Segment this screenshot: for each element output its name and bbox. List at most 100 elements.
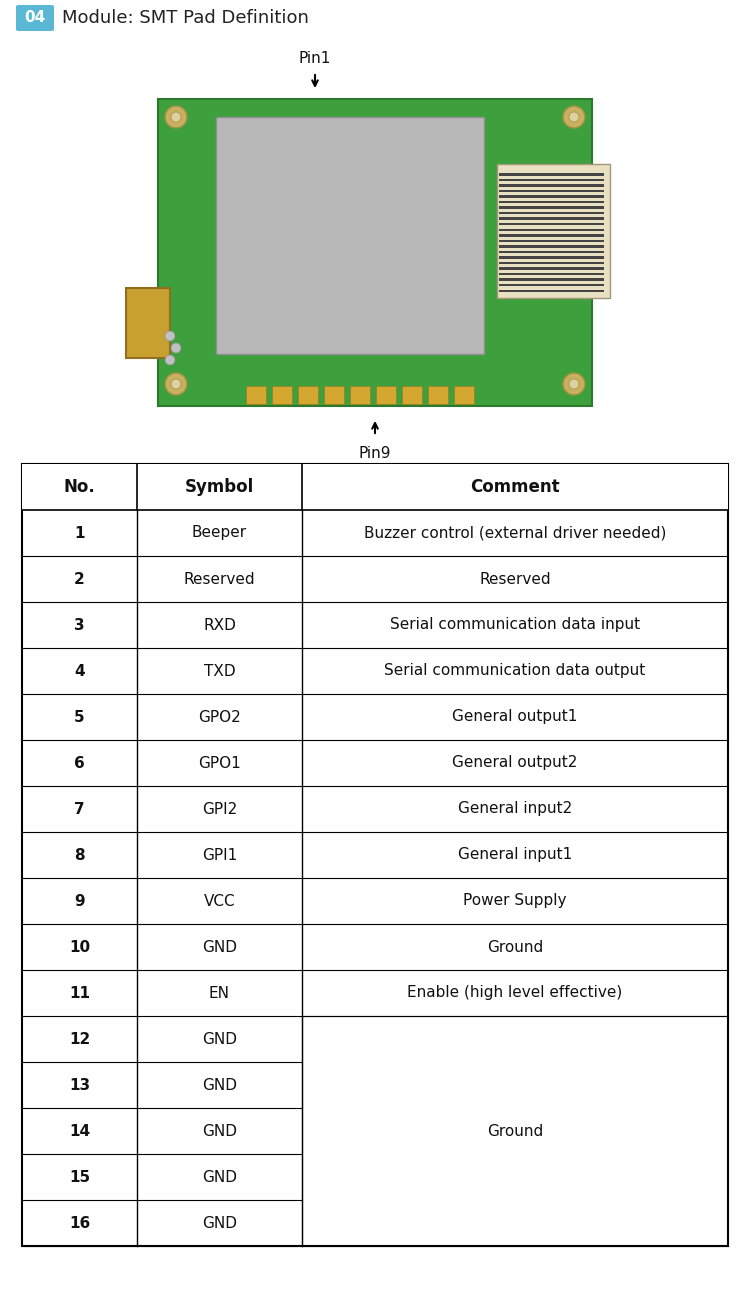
Text: 1: 1 <box>74 525 85 541</box>
Text: VCC: VCC <box>204 893 236 908</box>
Text: GND: GND <box>202 939 237 955</box>
Text: GPO2: GPO2 <box>198 709 241 725</box>
Text: 14: 14 <box>69 1123 90 1139</box>
Text: 8: 8 <box>74 848 85 863</box>
Circle shape <box>569 379 579 389</box>
Text: Pin9: Pin9 <box>358 446 392 461</box>
Text: 16: 16 <box>69 1215 90 1231</box>
Bar <box>454 386 474 404</box>
Circle shape <box>171 343 181 353</box>
Text: Module: SMT Pad Definition: Module: SMT Pad Definition <box>62 9 309 27</box>
Text: 3: 3 <box>74 617 85 633</box>
Bar <box>497 164 610 298</box>
Text: TXD: TXD <box>204 664 236 678</box>
Text: Ground: Ground <box>487 939 543 955</box>
Bar <box>499 173 604 176</box>
Bar <box>499 283 604 286</box>
Circle shape <box>165 106 187 128</box>
Bar <box>324 386 344 404</box>
Bar <box>272 386 292 404</box>
Text: Comment: Comment <box>470 477 560 496</box>
Text: 13: 13 <box>69 1078 90 1092</box>
Bar <box>499 290 604 292</box>
Circle shape <box>165 331 175 342</box>
Bar <box>376 386 396 404</box>
Bar <box>499 179 604 181</box>
Bar <box>22 465 728 510</box>
Circle shape <box>563 373 585 395</box>
Circle shape <box>165 355 175 365</box>
Text: Beeper: Beeper <box>192 525 247 541</box>
Text: GND: GND <box>202 1031 237 1047</box>
Text: GND: GND <box>202 1215 237 1231</box>
Text: RXD: RXD <box>203 617 236 633</box>
Text: No.: No. <box>64 477 95 496</box>
Text: 15: 15 <box>69 1170 90 1184</box>
Bar <box>499 273 604 276</box>
Bar <box>298 386 318 404</box>
Bar <box>499 217 604 220</box>
Bar <box>216 116 484 355</box>
Text: Symbol: Symbol <box>184 477 254 496</box>
Bar <box>499 184 604 186</box>
Text: Serial communication data output: Serial communication data output <box>384 664 646 678</box>
Text: GND: GND <box>202 1123 237 1139</box>
Bar <box>499 261 604 264</box>
Text: 4: 4 <box>74 664 85 678</box>
Text: Serial communication data input: Serial communication data input <box>390 617 640 633</box>
Bar <box>499 223 604 225</box>
Text: Pin1: Pin1 <box>298 50 332 66</box>
Text: 6: 6 <box>74 756 85 770</box>
Circle shape <box>171 113 181 122</box>
Bar <box>126 289 170 358</box>
Bar <box>246 386 266 404</box>
Text: GND: GND <box>202 1078 237 1092</box>
Bar <box>350 386 370 404</box>
Text: 10: 10 <box>69 939 90 955</box>
Bar <box>499 234 604 237</box>
Bar <box>499 195 604 198</box>
Bar <box>428 386 448 404</box>
Text: 5: 5 <box>74 709 85 725</box>
Text: Buzzer control (external driver needed): Buzzer control (external driver needed) <box>364 525 666 541</box>
Text: GPI2: GPI2 <box>202 801 237 817</box>
Bar <box>499 278 604 281</box>
Text: General input1: General input1 <box>458 848 572 863</box>
Bar <box>402 386 422 404</box>
Text: EN: EN <box>209 986 230 1000</box>
Bar <box>22 465 728 1246</box>
Text: GND: GND <box>202 1170 237 1184</box>
Bar <box>499 206 604 208</box>
Text: 04: 04 <box>24 10 46 26</box>
Text: Reserved: Reserved <box>479 572 550 586</box>
Text: Enable (high level effective): Enable (high level effective) <box>407 986 622 1000</box>
Text: Ground: Ground <box>487 1123 543 1139</box>
Circle shape <box>165 373 187 395</box>
Text: General output1: General output1 <box>452 709 578 725</box>
Circle shape <box>563 106 585 128</box>
Bar <box>499 190 604 193</box>
Text: General output2: General output2 <box>452 756 578 770</box>
Circle shape <box>171 379 181 389</box>
Text: 9: 9 <box>74 893 85 908</box>
Text: GPI1: GPI1 <box>202 848 237 863</box>
Text: 12: 12 <box>69 1031 90 1047</box>
Text: General input2: General input2 <box>458 801 572 817</box>
Text: Power Supply: Power Supply <box>464 893 567 908</box>
Text: 7: 7 <box>74 801 85 817</box>
Bar <box>158 100 592 406</box>
Text: 2: 2 <box>74 572 85 586</box>
Bar <box>499 229 604 232</box>
Bar <box>499 212 604 215</box>
Text: Reserved: Reserved <box>184 572 255 586</box>
Circle shape <box>569 113 579 122</box>
Text: GPO1: GPO1 <box>198 756 241 770</box>
FancyBboxPatch shape <box>16 5 54 31</box>
Bar <box>499 268 604 270</box>
Bar <box>499 239 604 242</box>
Bar <box>499 201 604 203</box>
Bar <box>499 251 604 254</box>
Bar <box>499 256 604 259</box>
Text: 11: 11 <box>69 986 90 1000</box>
Bar <box>499 245 604 247</box>
